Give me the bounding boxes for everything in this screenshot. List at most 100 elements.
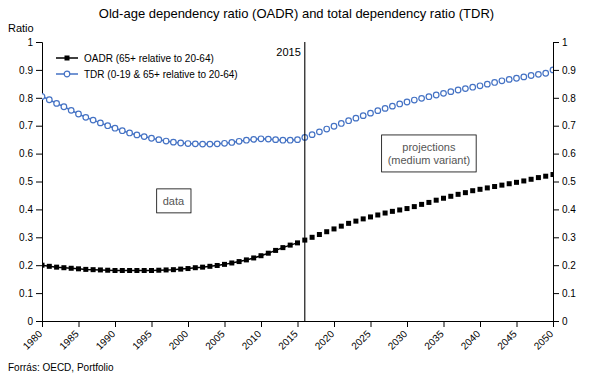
- tick-mark: [553, 154, 559, 155]
- marker: [185, 141, 191, 147]
- tick-mark: [225, 321, 226, 327]
- marker: [193, 141, 199, 147]
- chart: Old-age dependency ratio (OADR) and tota…: [0, 0, 593, 377]
- marker: [324, 126, 330, 132]
- tick-label: 0.2: [562, 260, 576, 271]
- tick: 0.2: [19, 260, 42, 271]
- tick: 2020: [313, 321, 337, 352]
- tick-mark: [36, 98, 42, 99]
- marker: [478, 187, 483, 192]
- tick-mark: [36, 42, 42, 43]
- marker: [390, 103, 396, 109]
- marker: [514, 180, 519, 185]
- footnote: Forrás: OECD, Portfolio: [8, 362, 114, 373]
- tick-label: 1: [562, 37, 568, 48]
- marker: [69, 266, 74, 271]
- legend-label: TDR (0-19 & 65+ relative to 20-64): [84, 69, 238, 80]
- legend-box: [48, 48, 244, 83]
- tick: 0.7: [19, 120, 42, 131]
- marker: [397, 101, 403, 107]
- tick: 1990: [94, 321, 118, 352]
- tick-mark: [553, 265, 559, 266]
- marker: [105, 268, 110, 273]
- marker: [470, 84, 476, 90]
- marker: [310, 235, 315, 240]
- marker: [200, 141, 206, 147]
- tick-label: 2030: [386, 328, 410, 352]
- tick-mark: [553, 126, 559, 127]
- tick-label: 0.4: [562, 204, 576, 215]
- tick-label: 1990: [94, 328, 118, 352]
- tick-label: 2040: [459, 328, 483, 352]
- annotation-text: projections(medium variant): [388, 141, 471, 166]
- marker: [543, 70, 549, 76]
- tick: 0.9: [19, 65, 42, 76]
- marker: [295, 240, 300, 245]
- tick-mark: [36, 321, 42, 322]
- marker: [156, 268, 161, 273]
- marker: [332, 226, 337, 231]
- x-axis: 1980198519901995200020052010201520202025…: [21, 321, 556, 352]
- series: [42, 240, 300, 273]
- marker: [266, 251, 271, 256]
- marker: [375, 108, 381, 114]
- marker: [149, 268, 154, 273]
- marker: [361, 216, 366, 221]
- legend-item: TDR (0-19 & 65+ relative to 20-64): [56, 69, 238, 80]
- marker: [207, 141, 213, 147]
- tick: 1: [27, 37, 42, 48]
- tick-mark: [553, 321, 559, 322]
- tick-mark: [36, 182, 42, 183]
- annotation: data: [157, 189, 191, 213]
- marker: [236, 139, 242, 145]
- tick-mark: [298, 321, 299, 327]
- series: [302, 67, 553, 140]
- marker: [171, 267, 176, 272]
- marker: [448, 194, 453, 199]
- marker: [368, 214, 373, 219]
- title: Old-age dependency ratio (OADR) and tota…: [99, 6, 494, 21]
- tick: 2035: [422, 321, 446, 352]
- marker: [105, 123, 111, 129]
- marker: [426, 94, 432, 100]
- marker: [113, 268, 118, 273]
- axis-line: [43, 322, 554, 328]
- marker: [287, 137, 293, 143]
- reference-label: 2015: [276, 46, 300, 58]
- tick: 2030: [386, 321, 410, 352]
- tick: 0.6: [19, 148, 42, 159]
- tick-label: 0.8: [562, 93, 576, 104]
- marker: [127, 130, 133, 136]
- marker: [529, 177, 534, 182]
- marker: [485, 81, 491, 87]
- marker: [441, 91, 447, 97]
- tick-label: 0: [562, 316, 568, 327]
- marker: [171, 139, 177, 145]
- marker: [412, 97, 418, 103]
- tick: 0.8: [19, 93, 42, 104]
- annotation-box: [157, 189, 191, 213]
- tick-label: 0.1: [19, 288, 33, 299]
- tick: 0.8: [553, 93, 576, 104]
- tick-label: 0.3: [562, 232, 576, 243]
- marker: [134, 268, 139, 273]
- marker: [258, 136, 264, 142]
- marker: [317, 232, 322, 237]
- reference-line: [304, 42, 305, 321]
- marker: [163, 138, 169, 144]
- data: [42, 42, 553, 321]
- axis-line: [36, 43, 43, 322]
- tick-mark: [36, 293, 42, 294]
- marker: [47, 97, 53, 103]
- tick: 2010: [240, 321, 264, 352]
- marker: [339, 224, 344, 229]
- marker: [521, 74, 527, 80]
- tick-label: 2050: [532, 328, 556, 352]
- tick: 1995: [130, 321, 154, 352]
- tick: 2050: [532, 321, 556, 352]
- tick-label: 0.3: [19, 232, 33, 243]
- tick-mark: [553, 70, 559, 71]
- marker: [550, 67, 553, 73]
- marker: [382, 106, 388, 112]
- marker: [214, 141, 220, 147]
